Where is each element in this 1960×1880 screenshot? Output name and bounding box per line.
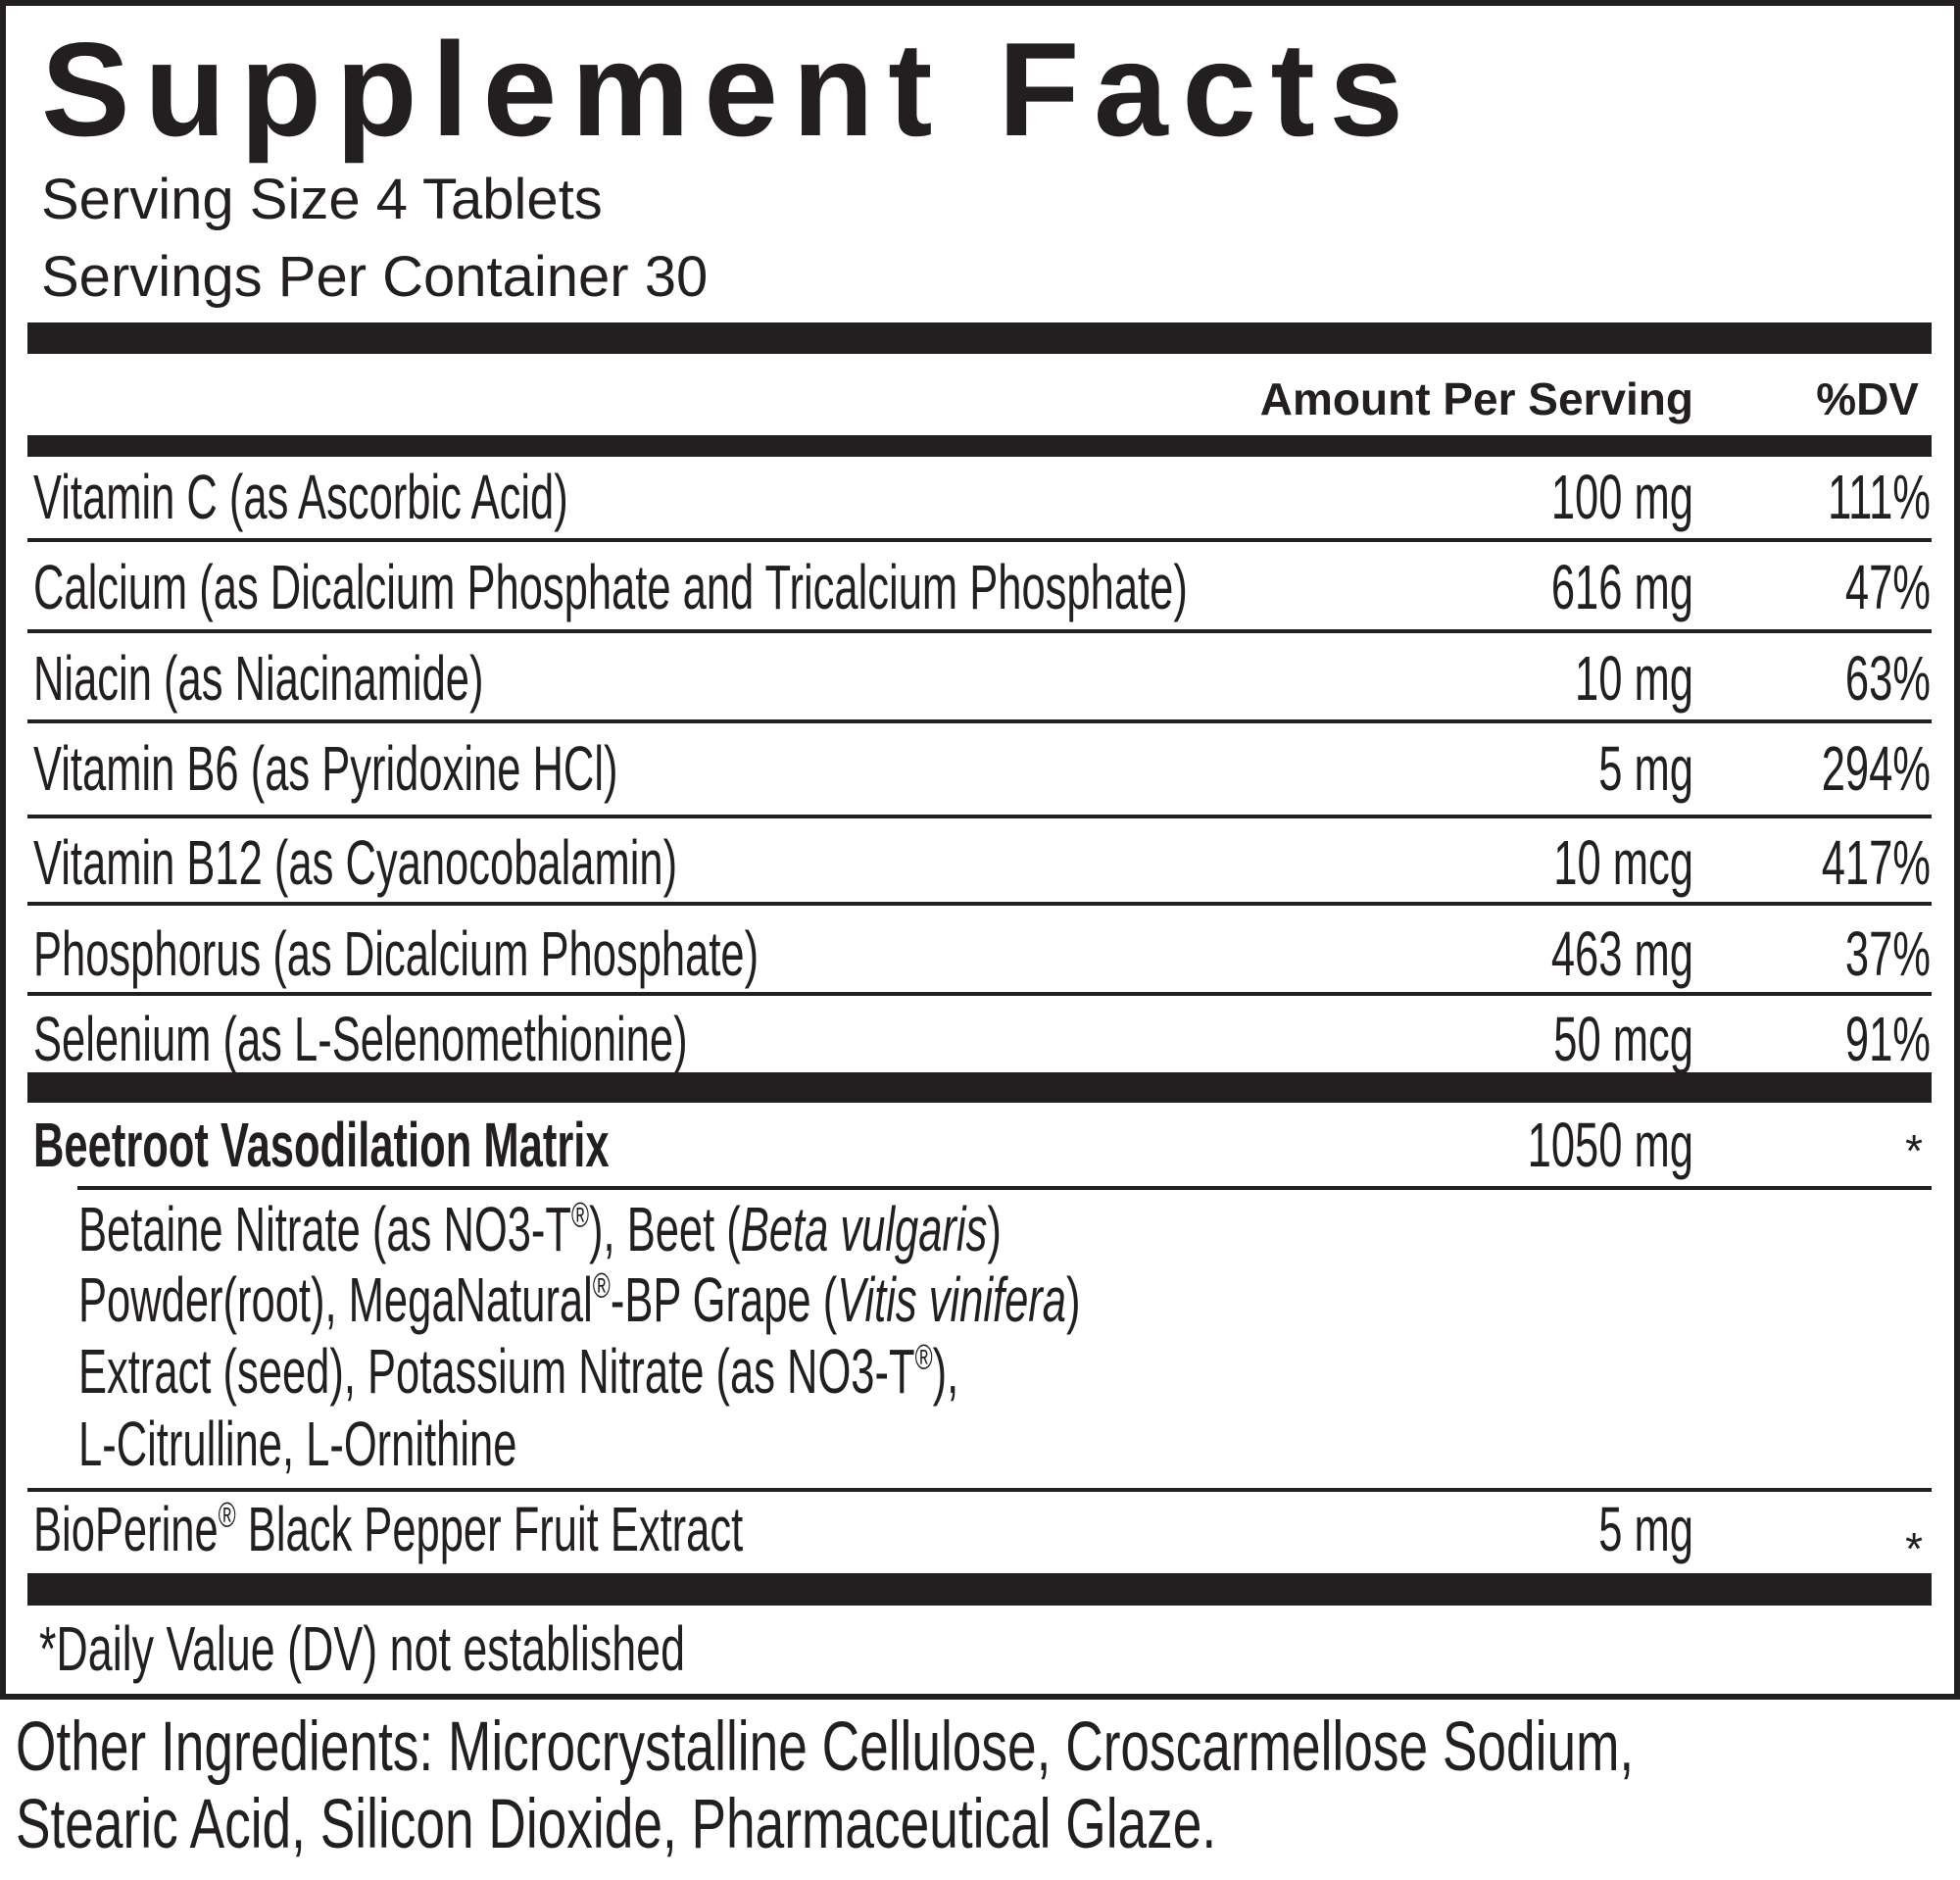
blend-ingredients: L-Citrulline, L-Ornithine xyxy=(78,1409,516,1480)
nutrient-amount: 100 mg xyxy=(1551,462,1693,533)
other-ingredients: Stearic Acid, Silicon Dioxide, Pharmaceu… xyxy=(16,1786,1216,1863)
thick-rule xyxy=(27,1072,1932,1103)
thick-rule xyxy=(27,322,1932,354)
registered-mark: ® xyxy=(571,1195,589,1235)
blend-amount: 1050 mg xyxy=(1528,1110,1693,1181)
nutrient-dv: 417% xyxy=(1822,827,1931,899)
ingredient-text: ) xyxy=(987,1194,1002,1265)
nutrient-amount: 5 mg xyxy=(1598,733,1693,805)
rule xyxy=(27,992,1932,996)
rule xyxy=(77,1186,1932,1190)
label-border xyxy=(0,0,1960,1700)
rule xyxy=(27,815,1932,818)
nutrient-name: Phosphorus (as Dicalcium Phosphate) xyxy=(33,918,759,990)
nutrient-name: Vitamin C (as Ascorbic Acid) xyxy=(33,462,568,533)
thick-rule xyxy=(27,435,1932,457)
registered-mark: ® xyxy=(915,1337,933,1377)
ingredient-text: L-Citrulline, L-Ornithine xyxy=(78,1409,516,1480)
ingredient-text: ), xyxy=(933,1336,959,1408)
title: Supplement Facts xyxy=(41,15,1403,164)
bioperine-amount: 5 mg xyxy=(1598,1494,1693,1565)
nutrient-name: Vitamin B12 (as Cyanocobalamin) xyxy=(33,827,677,899)
nutrient-dv: 111% xyxy=(1828,462,1931,533)
nutrient-amount: 616 mg xyxy=(1551,552,1693,623)
botanical-name: Vitis vinifera xyxy=(837,1264,1066,1336)
blend-ingredients: Extract (seed), Potassium Nitrate (as NO… xyxy=(78,1336,958,1408)
ingredient-text: Powder(root), MegaNatural xyxy=(78,1264,593,1336)
registered-mark: ® xyxy=(219,1495,236,1535)
ingredient-text: Extract (seed), Potassium Nitrate (as NO… xyxy=(78,1336,915,1408)
bioperine-dv: * xyxy=(1905,1523,1923,1574)
servings-per-container: Servings Per Container 30 xyxy=(41,245,708,309)
blend-ingredients: Betaine Nitrate (as NO3-T®), Beet (Beta … xyxy=(78,1194,1002,1265)
rule xyxy=(27,538,1932,542)
amount-header: Amount Per Serving xyxy=(1260,373,1693,424)
nutrient-amount: 463 mg xyxy=(1551,918,1693,990)
blend-name: Beetroot Vasodilation Matrix xyxy=(33,1110,610,1181)
ingredient-text: ) xyxy=(1066,1264,1081,1336)
name-part: Black Pepper Fruit Extract xyxy=(236,1494,744,1565)
nutrient-name: Vitamin B6 (as Pyridoxine HCl) xyxy=(33,733,618,805)
botanical-name: Beta vulgaris xyxy=(741,1194,988,1265)
rule xyxy=(27,902,1932,906)
rule xyxy=(27,1488,1932,1492)
nutrient-amount: 10 mg xyxy=(1575,643,1693,715)
nutrient-dv: 37% xyxy=(1845,918,1931,990)
ingredient-text: ), Beet ( xyxy=(589,1194,741,1265)
blend-ingredients: Powder(root), MegaNatural®-BP Grape (Vit… xyxy=(78,1264,1080,1336)
footnote: *Daily Value (DV) not established xyxy=(39,1613,685,1684)
nutrient-name: Calcium (as Dicalcium Phosphate and Tric… xyxy=(33,552,1188,623)
nutrient-dv: 47% xyxy=(1845,552,1931,623)
ingredient-text: -BP Grape ( xyxy=(611,1264,837,1336)
ingredient-text: Betaine Nitrate (as NO3-T xyxy=(78,1194,571,1265)
nutrient-amount: 10 mcg xyxy=(1553,827,1693,899)
nutrient-dv: 63% xyxy=(1845,643,1931,715)
registered-mark: ® xyxy=(593,1265,611,1306)
other-ingredients: Other Ingredients: Microcrystalline Cell… xyxy=(16,1708,1634,1786)
dv-header: %DV xyxy=(1816,373,1919,424)
rule xyxy=(27,629,1932,633)
thick-rule xyxy=(27,1573,1932,1606)
nutrient-name: Selenium (as L-Selenomethionine) xyxy=(33,1004,688,1075)
nutrient-name: Niacin (as Niacinamide) xyxy=(33,643,483,715)
rule xyxy=(27,719,1932,723)
bioperine-name: BioPerine® Black Pepper Fruit Extract xyxy=(33,1494,743,1565)
nutrient-dv: 294% xyxy=(1822,733,1931,805)
nutrient-dv: 91% xyxy=(1845,1004,1931,1075)
serving-size: Serving Size 4 Tablets xyxy=(41,168,603,231)
blend-dv: * xyxy=(1905,1125,1923,1176)
name-part: BioPerine xyxy=(33,1494,219,1565)
nutrient-amount: 50 mcg xyxy=(1553,1004,1693,1075)
